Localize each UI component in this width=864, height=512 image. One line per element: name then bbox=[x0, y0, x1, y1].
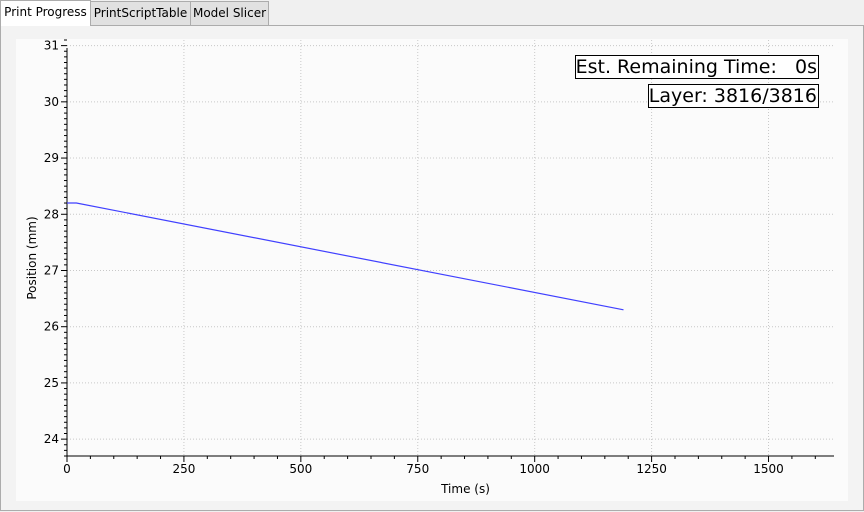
y-tick-label: 24 bbox=[44, 432, 59, 446]
chart-series bbox=[67, 202, 624, 311]
tab-model-slicer[interactable]: Model Slicer bbox=[190, 1, 269, 25]
remaining-time-label: Est. Remaining Time: 0s bbox=[574, 55, 819, 79]
x-tick-label: 0 bbox=[63, 462, 71, 476]
y-tick-label: 31 bbox=[44, 39, 59, 53]
y-tick-label: 25 bbox=[44, 376, 59, 390]
y-axis-label: Position (mm) bbox=[25, 216, 39, 299]
x-tick-label: 750 bbox=[406, 462, 429, 476]
y-tick-label: 29 bbox=[44, 151, 59, 165]
x-tick-label: 1500 bbox=[753, 462, 784, 476]
tab-bar: Print Progress PrintScriptTable Model Sl… bbox=[0, 0, 864, 26]
tab-print-progress[interactable]: Print Progress bbox=[0, 0, 91, 26]
y-tick-label: 26 bbox=[44, 320, 59, 334]
x-axis-label: Time (s) bbox=[440, 482, 490, 496]
y-tick-label: 28 bbox=[44, 207, 59, 221]
layer-counter-label: Layer: 3816/3816 bbox=[647, 84, 819, 108]
y-tick-label: 30 bbox=[44, 95, 59, 109]
position-series-line bbox=[67, 202, 624, 311]
chart-ticks: 0 250 500 750 1000 1250 1500 24 25 26 27 28 29 30 31 bbox=[44, 39, 816, 476]
chart-axes bbox=[66, 48, 834, 457]
x-tick-label: 250 bbox=[172, 462, 195, 476]
tab-print-script-table[interactable]: PrintScriptTable bbox=[90, 1, 191, 25]
x-tick-label: 500 bbox=[289, 462, 312, 476]
x-tick-label: 1000 bbox=[519, 462, 550, 476]
x-tick-label: 1250 bbox=[636, 462, 667, 476]
y-tick-label: 27 bbox=[44, 263, 59, 277]
